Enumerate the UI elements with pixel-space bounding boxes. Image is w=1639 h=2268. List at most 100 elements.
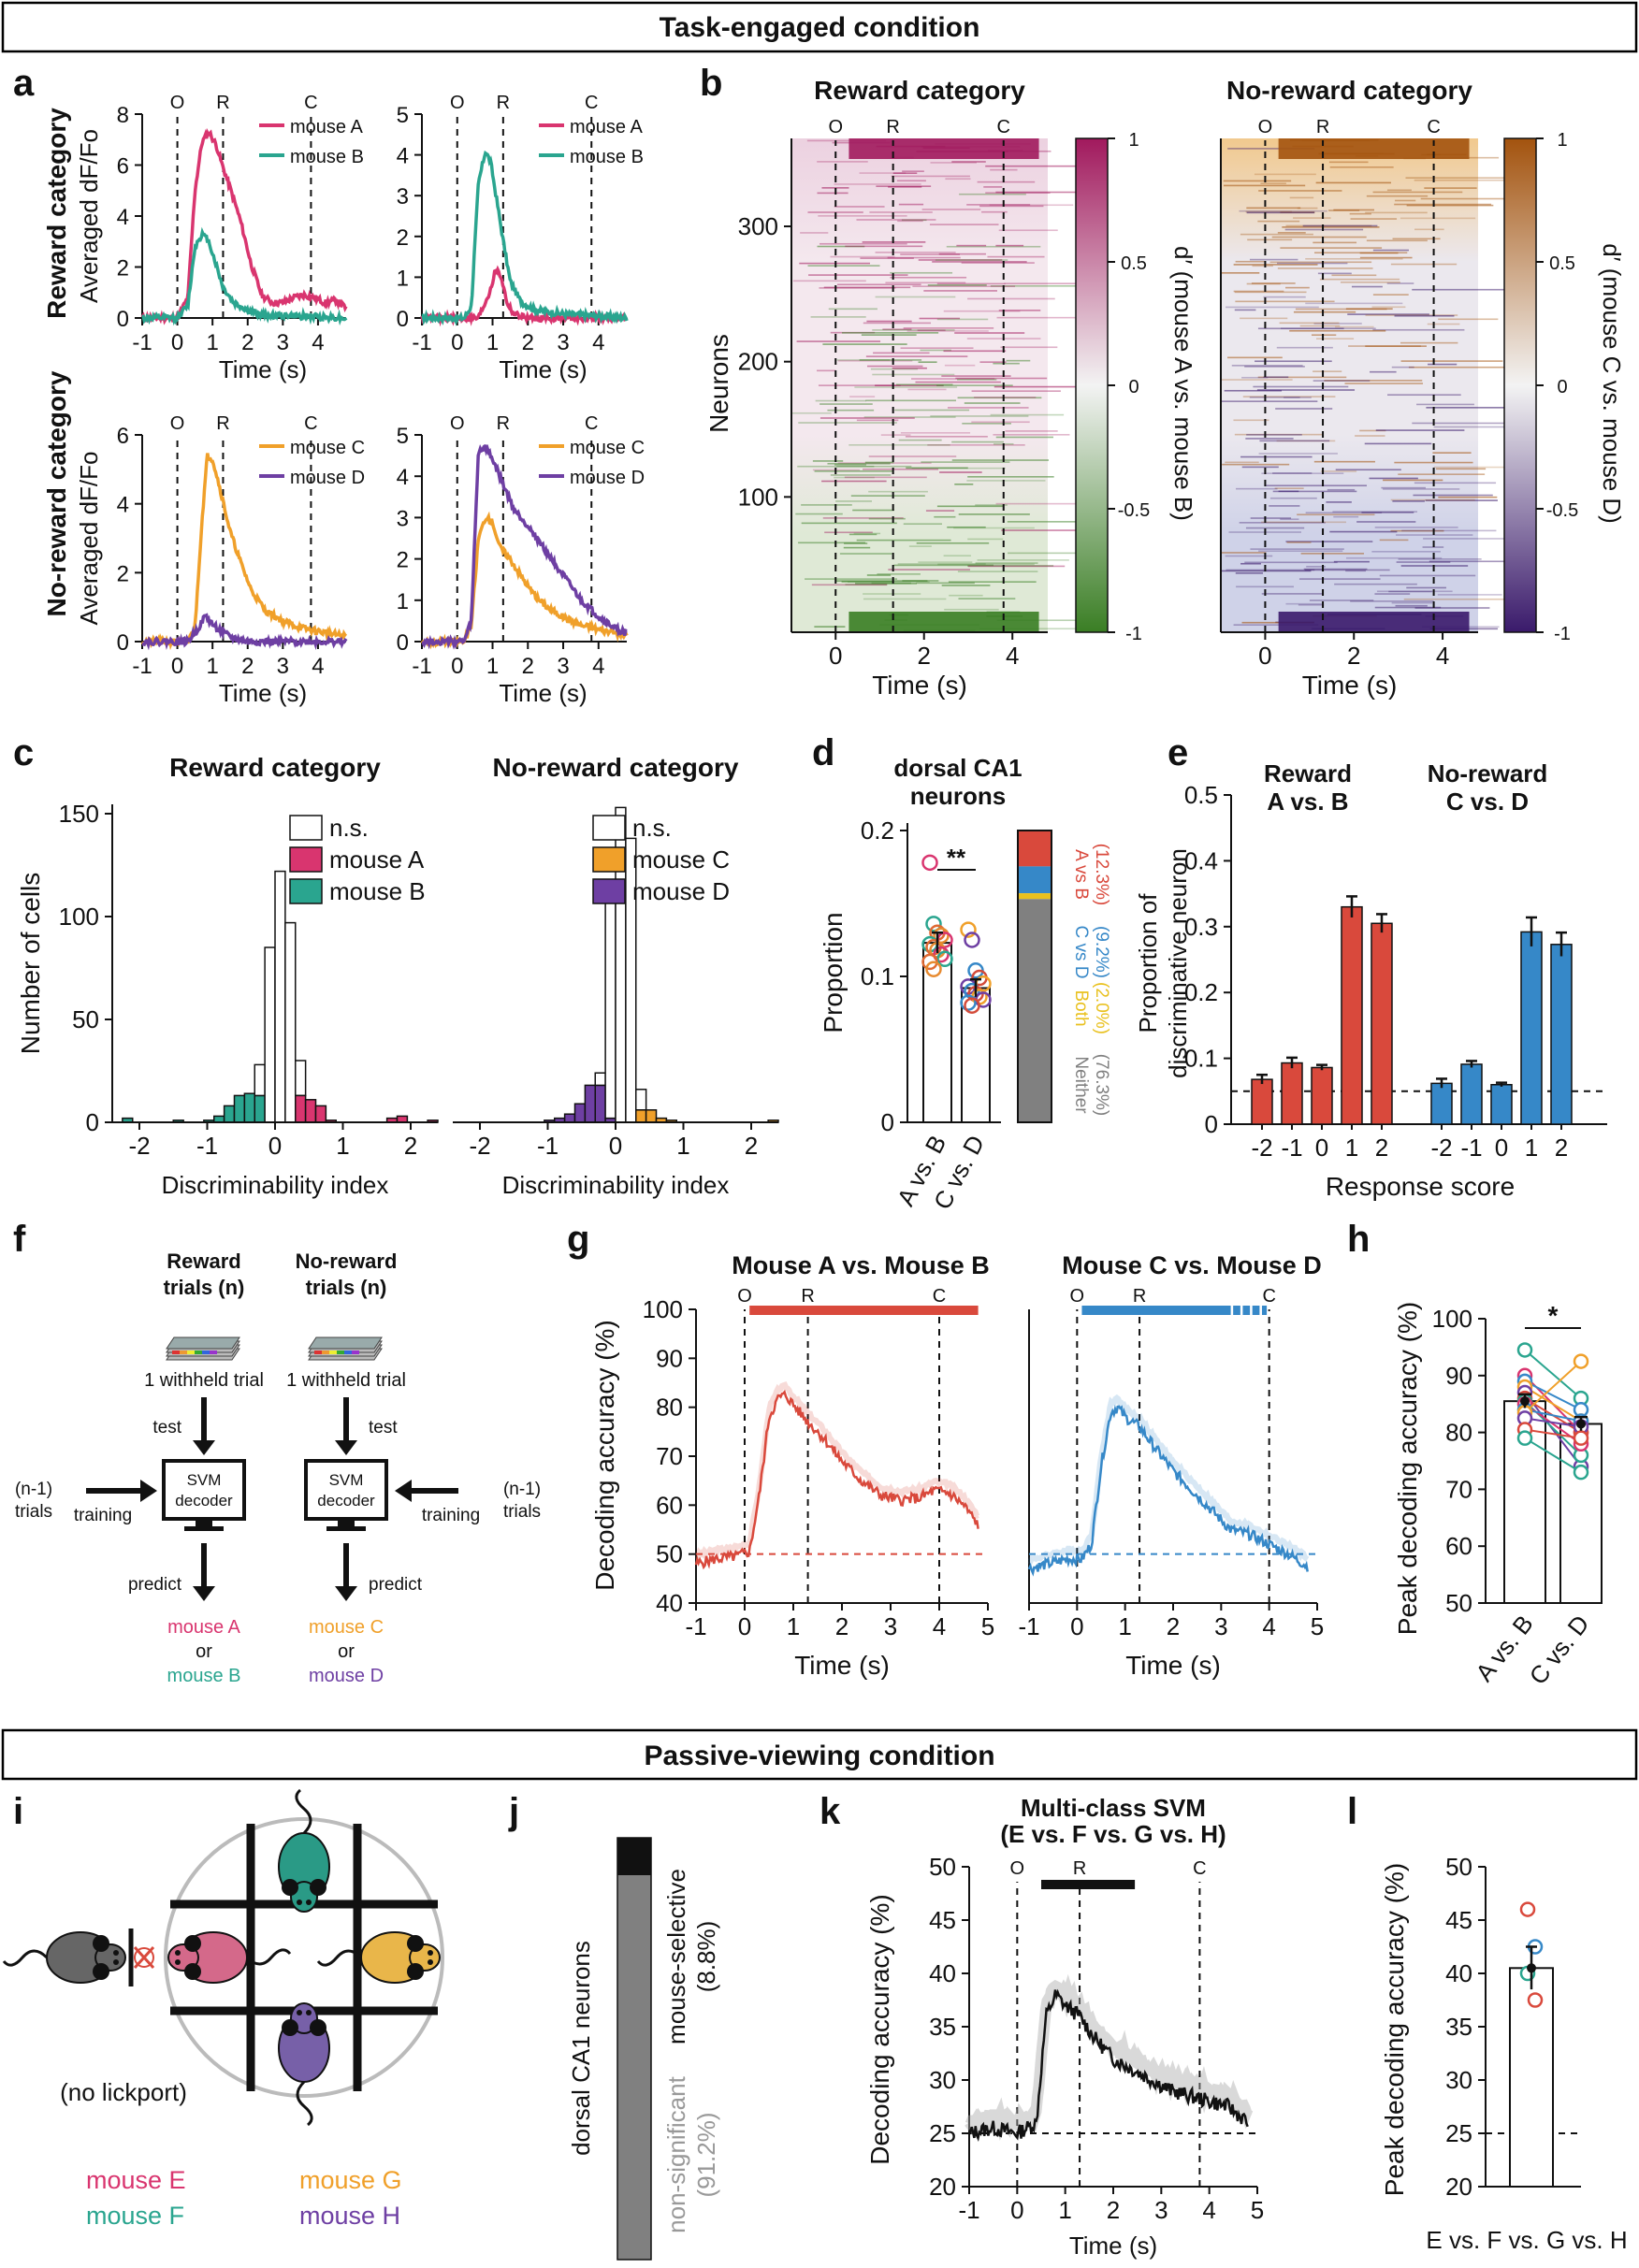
trial-color-strip [195,1351,202,1354]
heatmap-cell [791,412,832,414]
colorbar-tick-label: -0.5 [1546,500,1578,521]
y-tick-label: 30 [929,2066,956,2094]
event-label: C [1193,1858,1206,1879]
withheld-label: 1 withheld trial [144,1370,264,1391]
no-lickport-label: (no lickport) [60,2078,187,2106]
legend-label: n.s. [632,814,672,842]
heatmap-cell [1386,189,1412,192]
svm-label: SVM [329,1471,364,1489]
output-label: or [338,1641,355,1662]
heatmap-cell [1390,498,1475,501]
data-point [1516,1342,1533,1358]
x-tick-label: -1 [537,1132,558,1160]
data-point [925,916,942,932]
svm-monitor [162,1459,246,1521]
y-tick-label: 3 [397,184,409,209]
trial-stack-icon [308,1336,383,1361]
heatmap-cell [1359,429,1386,432]
series-line [420,265,629,327]
heatmap-cell [1366,195,1429,197]
event-label: O [450,413,465,434]
legend-label: mouse A [570,117,643,137]
heatmap-cell [1315,338,1355,339]
heatmap-cell [854,386,958,388]
y-tick-label: 20 [929,2173,956,2201]
heatmap-cell [1269,505,1300,507]
heatmap-cell [897,563,986,565]
n-minus-one-label: (n-1) [503,1480,541,1499]
heatmap-cell [1345,308,1393,311]
mouse-tail [2,1949,49,1967]
y-tick-label: 50 [656,1540,683,1568]
heatmap-cell [998,229,1058,232]
mouse-name: mouse F [86,2202,184,2230]
heatmap-cell [856,219,936,221]
heatmap-cell [1227,148,1315,150]
output-label: mouse B [167,1666,241,1686]
heatmap-cell [925,510,955,512]
colorbar-tick-label: 0 [1128,377,1139,397]
arrow-head [193,1440,215,1455]
y-tick-label: 0.1 [1184,1045,1218,1073]
histogram-bar [314,1105,327,1123]
decoding-plot: Mouse C vs. Mouse D -1 0 1 2 3 4 5 Time (s) O R C [1018,1251,1324,1680]
heatmap-cell [1329,530,1398,533]
heatmap-cell [801,522,897,525]
mouse-icon [167,1931,292,1984]
heatmap-cell [1438,496,1498,498]
heatmap-cell [1433,426,1528,428]
trial-color-strip [180,1351,187,1354]
heatmap-cell [1394,461,1473,464]
heatmap-cell [944,364,976,367]
heatmap-cell [822,343,907,345]
x-tick-label: -2 [1251,1134,1272,1162]
event-label: C [1427,117,1440,137]
heatmap-cell [1233,264,1318,266]
data-point [1573,1464,1589,1481]
histogram-bar [304,1099,317,1123]
heatmap-cell [1427,323,1460,325]
histogram-bar [594,1072,606,1087]
heatmap-cell [1345,556,1443,559]
histogram-bar [243,1092,255,1123]
y-axis-label: Decoding accuracy (%) [865,1894,894,2164]
x-axis-label: Time (s) [1125,1651,1221,1680]
y-tick-label: 5 [397,424,409,449]
heatmap-cell [900,347,974,350]
heatmap-cell [1355,435,1385,437]
legend-label: mouse B [570,147,644,167]
heatmap-cell [1277,262,1348,265]
x-tick-label: 1 [206,654,218,679]
y-tick-label: 150 [59,800,99,828]
heatmap-cell [1376,590,1453,593]
heatmap-cell [1280,327,1376,330]
heatmap-cell [983,186,1003,188]
training-label: training [74,1506,132,1525]
heatmap-cell [994,385,1090,388]
x-axis-label: Time (s) [872,671,967,700]
group-title: No-reward [1428,759,1548,787]
histogram-title: Reward category [169,753,381,782]
heatmap-cell [1241,376,1269,379]
heatmap-cell [1350,218,1398,220]
y-tick-label: 0 [397,307,409,332]
heatmap-cell [1426,407,1507,409]
panel-letter-i: i [13,1791,23,1832]
schematic-title: trials (n) [164,1276,245,1299]
x-tick-label: 0 [609,1132,622,1160]
heatmap-cell [1226,306,1319,309]
heatmap-cell [1383,479,1443,482]
heatmap-cell [868,455,957,457]
heatmap-cell [875,296,956,298]
heatmap-cell [975,504,1008,506]
heatmap-cell [1271,236,1367,238]
heatmap-cell [1300,553,1365,555]
heatmap-cell [923,290,997,292]
mean-marker [1520,1396,1530,1407]
y-tick-label: 50 [1445,1589,1472,1617]
heatmap-cell [1223,180,1292,182]
y-tick-label: 3 [397,506,409,531]
heatmap-cell [979,205,1044,208]
heatmap-cell [1333,209,1375,211]
heatmap-cell [815,399,867,402]
